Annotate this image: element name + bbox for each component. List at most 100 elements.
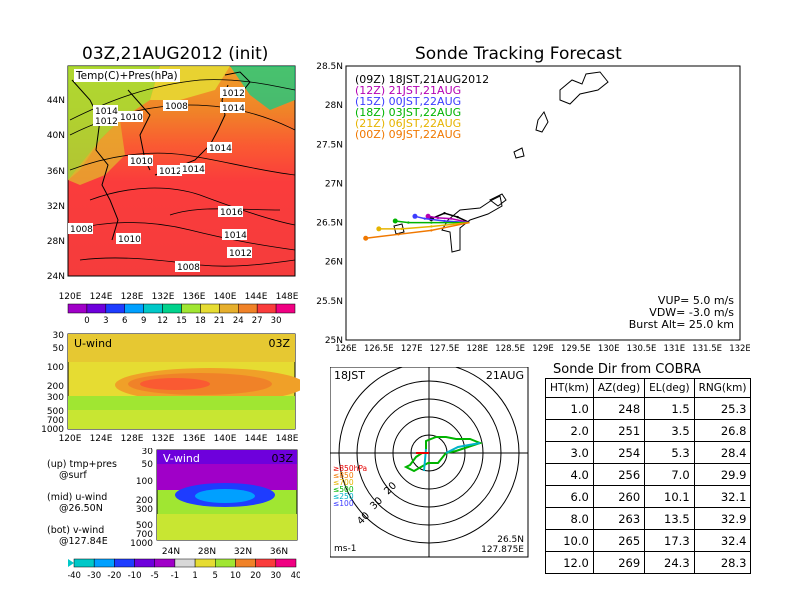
svg-text:Burst Alt= 25.0 km: Burst Alt= 25.0 km bbox=[629, 318, 734, 331]
track-point bbox=[397, 233, 400, 236]
track-y-tick: 25N bbox=[325, 336, 343, 346]
svg-text:120E: 120E bbox=[59, 292, 82, 302]
v-wind-x-labels: 24N 28N 32N 36N bbox=[162, 547, 288, 557]
note-mid: (mid) u-wind @26.50N bbox=[47, 492, 108, 514]
temperature-colorbar-tick: 21 bbox=[214, 316, 225, 325]
hodograph-level-entry: ≤100 bbox=[333, 499, 354, 508]
temperature-colorbar-ticks: 0 3 6 9 12 15 18 21 24 27 30 bbox=[84, 316, 281, 325]
svg-text:28N: 28N bbox=[198, 547, 216, 557]
temperature-colorbar-swatch bbox=[275, 303, 296, 314]
track-line bbox=[395, 220, 470, 224]
table-cell: 17.3 bbox=[644, 529, 695, 552]
track-line bbox=[414, 215, 470, 224]
track-point bbox=[376, 226, 382, 232]
temperature-colorbar-tick: 12 bbox=[157, 316, 168, 325]
u-wind-y-labels: 30 50 100 200 300 500 700 1000 bbox=[41, 331, 64, 435]
svg-text:36N: 36N bbox=[270, 547, 288, 557]
v-wind-time: 03Z bbox=[271, 452, 293, 465]
track-x-tick: 128.5E bbox=[495, 344, 525, 354]
table-cell: 2.0 bbox=[545, 419, 594, 442]
svg-text:28N: 28N bbox=[47, 237, 65, 247]
svg-text:30: 30 bbox=[142, 448, 154, 457]
hodograph-level-entry: ≤250 bbox=[333, 492, 354, 501]
temperature-colorbar-swatch bbox=[200, 303, 220, 314]
table-row: 6.0 260 10.1 32.1 bbox=[545, 485, 752, 508]
wind-colorbar-swatch bbox=[215, 558, 236, 568]
track-y-tick: 28.5N bbox=[316, 62, 343, 72]
track-y-tick: 27N bbox=[325, 179, 343, 189]
hodograph-trace bbox=[403, 436, 483, 473]
temperature-pressure-map: 1012 1014 1008 1014 1012 1010 1014 1010 … bbox=[47, 65, 299, 325]
svg-text:VDW= -3.0 m/s: VDW= -3.0 m/s bbox=[649, 306, 734, 319]
right-title: Sonde Tracking Forecast bbox=[415, 44, 622, 64]
track-point bbox=[449, 217, 453, 220]
svg-text:1000: 1000 bbox=[41, 425, 64, 435]
table-cell: 256 bbox=[592, 463, 646, 486]
svg-text:1014: 1014 bbox=[222, 104, 245, 114]
table-cell: 25.3 bbox=[693, 397, 752, 420]
svg-text:1010: 1010 bbox=[118, 235, 141, 245]
u-wind-x-labels: 120E 124E 128E 132E 136E 140E 144E 148E bbox=[59, 434, 299, 444]
sonde-dir-title: Sonde Dir from COBRA bbox=[553, 362, 701, 377]
table-cell: 12.0 bbox=[545, 551, 594, 574]
wind-colorbar-swatch bbox=[275, 558, 297, 568]
v-wind-panel: V-wind 03Z 30 50 100 200 300 500 700 100… bbox=[130, 448, 298, 557]
tracking-map: (09Z) 18JST,21AUG2012(12Z) 21JST,21AUG(1… bbox=[316, 62, 750, 354]
svg-text:1014: 1014 bbox=[95, 107, 118, 117]
track-point bbox=[430, 225, 433, 228]
track-point bbox=[425, 213, 431, 219]
table-cell: 10.1 bbox=[644, 485, 695, 508]
svg-text:1008: 1008 bbox=[165, 102, 188, 112]
wind-colorbar-swatch bbox=[174, 558, 196, 568]
table-cell: 260 bbox=[592, 485, 646, 508]
svg-text:500: 500 bbox=[47, 407, 64, 417]
track-x-tick: 129E bbox=[532, 344, 554, 354]
svg-text:36N: 36N bbox=[47, 167, 65, 177]
svg-text:132E: 132E bbox=[152, 292, 175, 302]
note-up: (up) tmp+pres @surf bbox=[47, 459, 117, 481]
hodograph-level-entry: ≤500 bbox=[333, 485, 354, 494]
svg-text:1012: 1012 bbox=[222, 89, 245, 99]
svg-text:144E: 144E bbox=[245, 292, 268, 302]
temperature-colorbar-tick: 15 bbox=[176, 316, 187, 325]
track-notes: VUP= 5.0 m/s VDW= -3.0 m/s Burst Alt= 25… bbox=[629, 294, 735, 331]
wind-colorbar-tick: 1 bbox=[192, 571, 197, 580]
temperature-colorbar-swatch bbox=[256, 303, 277, 314]
hodograph: 18JST 21AUG 20 30 40 ≥850hPa≤850≤700≤500… bbox=[330, 367, 529, 558]
wind-colorbar-swatch bbox=[255, 558, 277, 568]
temperature-colorbar-tick: 0 bbox=[84, 316, 89, 325]
temperature-colorbar bbox=[67, 303, 296, 314]
track-point bbox=[423, 217, 426, 220]
track-legend-entry: (12Z) 21JST,21AUG bbox=[355, 84, 461, 97]
wind-colorbar-tick: -30 bbox=[87, 571, 101, 580]
sonde-dir-header-row: HT(km) AZ(deg) EL(deg) RNG(km) bbox=[545, 378, 752, 398]
temperature-colorbar-tick: 3 bbox=[103, 316, 108, 325]
track-point bbox=[456, 215, 459, 219]
table-row: 1.0 248 1.5 25.3 bbox=[545, 397, 752, 420]
table-cell: 5.3 bbox=[644, 441, 695, 464]
temperature-colorbar-swatch bbox=[162, 303, 182, 314]
temperature-colorbar-tick: 6 bbox=[122, 316, 127, 325]
col-el: EL(deg) bbox=[644, 378, 695, 398]
temperature-colorbar-swatch bbox=[219, 303, 239, 314]
wind-colorbar-tick: 40 bbox=[291, 571, 300, 580]
table-cell: 265 bbox=[592, 529, 646, 552]
table-cell: 269 bbox=[592, 551, 646, 574]
track-x-tick: 126.5E bbox=[364, 344, 394, 354]
temperature-colorbar-swatch bbox=[238, 303, 258, 314]
svg-text:VUP= 5.0 m/s: VUP= 5.0 m/s bbox=[658, 294, 734, 307]
wind-colorbar-swatch bbox=[235, 558, 256, 568]
track-y-tick: 25.5N bbox=[316, 297, 343, 307]
svg-text:200: 200 bbox=[47, 382, 64, 392]
table-cell: 29.9 bbox=[693, 463, 752, 486]
temperature-colorbar-tick: 18 bbox=[195, 316, 206, 325]
track-y-tick: 27.5N bbox=[316, 140, 343, 150]
svg-text:100: 100 bbox=[47, 363, 64, 373]
temperature-colorbar-swatch bbox=[181, 303, 201, 314]
svg-text:1012: 1012 bbox=[159, 167, 182, 177]
temperature-colorbar-swatch bbox=[143, 303, 163, 314]
table-row: 2.0 251 3.5 26.8 bbox=[545, 419, 752, 442]
svg-text:148E: 148E bbox=[276, 434, 299, 444]
track-point bbox=[430, 221, 433, 224]
track-legend: (09Z) 18JST,21AUG2012(12Z) 21JST,21AUG(1… bbox=[355, 73, 489, 141]
